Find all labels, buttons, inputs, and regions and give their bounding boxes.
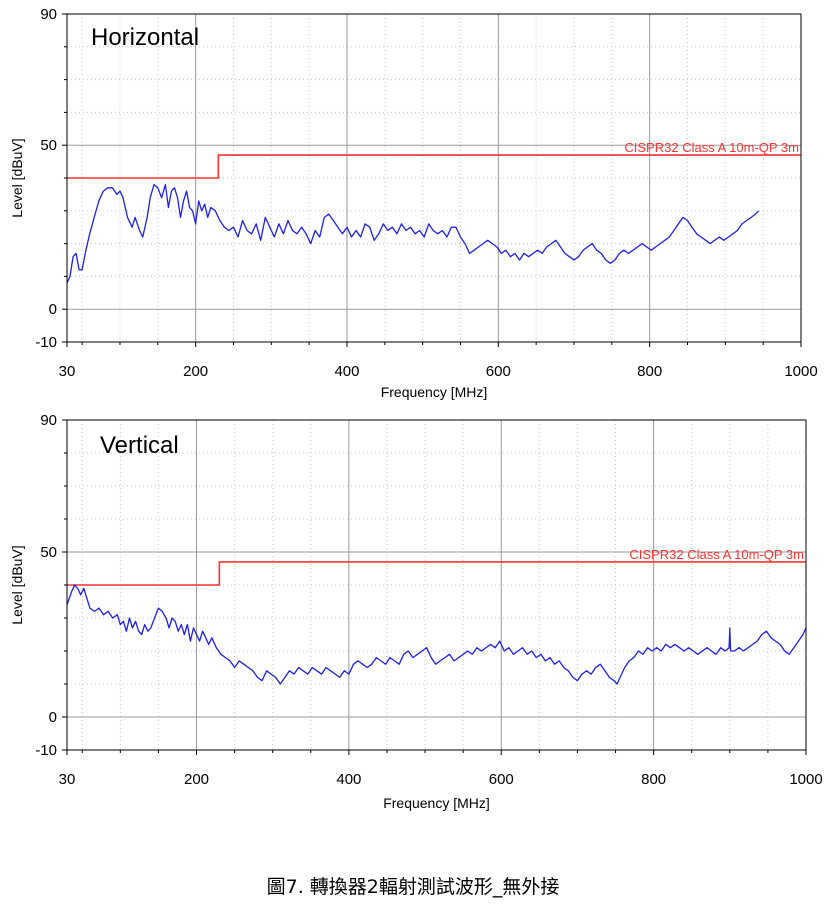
x-axis-label: Frequency [MHz]: [381, 384, 488, 400]
y-axis-label: Level [dBuV]: [9, 138, 25, 217]
chart-title: Horizontal: [91, 24, 199, 51]
x-tick-label: 200: [183, 363, 208, 380]
y-tick-label: -10: [35, 334, 57, 351]
x-tick-label: 200: [184, 771, 209, 788]
limit-line-label: CISPR32 Class A 10m-QP 3m: [624, 140, 799, 155]
chart-1: CISPR32 Class A 10m-QP 3m 30 200 400 600 800 1…: [9, 6, 818, 400]
chart-2: CISPR32 Class A 10m-QP 3m 30 200 400 600 800 1…: [9, 412, 823, 811]
y-tick-label: 0: [49, 301, 57, 318]
y-tick-label: 50: [40, 137, 57, 154]
y-tick-label: 90: [40, 6, 57, 23]
limit-line: [67, 154, 801, 179]
y-axis-label: Level [dBuV]: [9, 545, 25, 624]
y-tick-label: 90: [40, 412, 57, 429]
x-tick-label: 800: [637, 363, 662, 380]
x-axis-label: Frequency [MHz]: [383, 795, 490, 811]
figure-caption: 圖7. 轉換器2輻射測試波形_無外接: [266, 876, 560, 898]
y-tick-label: 0: [49, 709, 57, 726]
x-tick-label: 1000: [789, 771, 822, 788]
limit-line-label: CISPR32 Class A 10m-QP 3m: [629, 547, 804, 562]
x-tick-label: 600: [486, 363, 511, 380]
x-tick-label: 800: [641, 771, 666, 788]
x-tick-label: 400: [336, 771, 361, 788]
x-tick-label: 30: [59, 363, 76, 380]
limit-line: [67, 561, 806, 586]
series-line-1: [66, 584, 807, 685]
chart-title: Vertical: [100, 432, 179, 459]
x-tick-label: 400: [334, 363, 359, 380]
y-tick-label: -10: [35, 742, 57, 759]
x-tick-label: 1000: [784, 363, 817, 380]
y-tick-label: 50: [40, 544, 57, 561]
x-tick-label: 30: [59, 771, 76, 788]
x-tick-label: 600: [489, 771, 514, 788]
series-line-1: [66, 183, 760, 284]
